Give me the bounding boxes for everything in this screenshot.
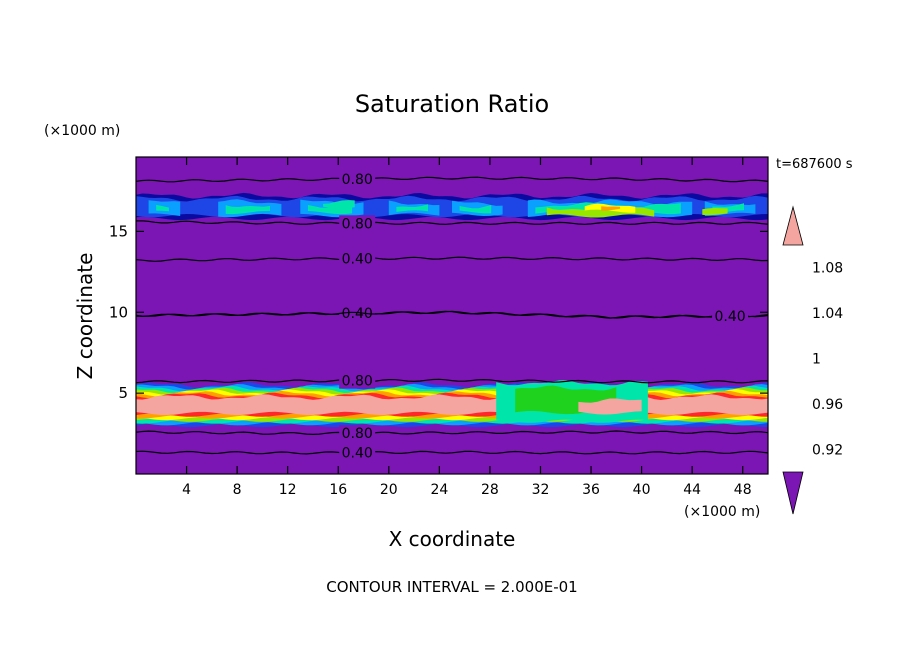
plot-area: 0.80 0.80 0.40 0.40 0.40 0.80 0.80 0.40 bbox=[136, 157, 768, 474]
contour-label-bg bbox=[339, 250, 376, 267]
field-bands bbox=[136, 192, 768, 428]
contour-line bbox=[136, 310, 768, 319]
colorbar-label: 1 bbox=[812, 352, 821, 368]
contour-lines: 0.80 0.80 0.40 0.40 0.40 0.80 0.80 0.40 bbox=[136, 170, 768, 462]
contour-label-bg bbox=[339, 305, 376, 322]
upper-patch-teal bbox=[156, 204, 169, 212]
x-tick-label: 40 bbox=[633, 482, 651, 498]
contour-line bbox=[136, 430, 768, 436]
contour-label: 0.40 bbox=[342, 446, 373, 462]
chart-title: Saturation Ratio bbox=[355, 90, 549, 118]
y-axis: 5 10 15 bbox=[109, 222, 768, 402]
x-tick-label: 36 bbox=[582, 482, 600, 498]
contour-line bbox=[136, 220, 768, 225]
colorbar-min-arrow bbox=[782, 471, 804, 515]
colorbar: 0.92 0.96 1 1.04 1.08 bbox=[782, 205, 843, 515]
upper-patch-teal bbox=[396, 204, 428, 212]
colorbar-label: 1.08 bbox=[812, 261, 843, 277]
contour-line bbox=[136, 450, 768, 455]
time-label: t=687600 s bbox=[776, 157, 853, 172]
x-tick-label: 44 bbox=[683, 482, 701, 498]
x-tick-label: 16 bbox=[329, 482, 347, 498]
contour-line bbox=[136, 378, 768, 384]
contour-label: 0.40 bbox=[342, 252, 373, 268]
contour-label: 0.40 bbox=[342, 306, 373, 322]
contour-label: 0.40 bbox=[714, 309, 745, 325]
contour-line bbox=[136, 176, 768, 183]
contour-label-bg bbox=[339, 372, 376, 389]
x-tick-label: 28 bbox=[481, 482, 499, 498]
upper-patch-orange bbox=[601, 206, 621, 211]
contour-interval-footer: CONTOUR INTERVAL = 2.000E-01 bbox=[326, 578, 577, 596]
x-tick-label: 20 bbox=[380, 482, 398, 498]
upper-patch-lime-b bbox=[702, 208, 728, 216]
lower-patch-pink bbox=[578, 398, 642, 415]
y-tick-label: 5 bbox=[118, 384, 128, 402]
colorbar-label: 0.96 bbox=[812, 397, 843, 413]
x-tick-label: 48 bbox=[734, 482, 752, 498]
upper-patch-teal bbox=[459, 205, 492, 214]
x-axis-label: X coordinate bbox=[389, 527, 516, 551]
x-tick-label: 8 bbox=[233, 482, 242, 498]
contour-label: 0.80 bbox=[342, 426, 373, 442]
x-tick-label: 12 bbox=[279, 482, 297, 498]
x-axis: 4 8 12 16 20 24 28 32 36 40 44 48 bbox=[182, 157, 752, 498]
y-tick-label: 15 bbox=[109, 222, 128, 240]
plot-frame bbox=[135, 156, 769, 475]
upper-patch-green-a bbox=[323, 200, 355, 209]
contour-label: 0.80 bbox=[342, 216, 373, 232]
contour-label-bg bbox=[339, 215, 376, 232]
contour-label-bg bbox=[339, 444, 376, 461]
x-tick-label: 24 bbox=[430, 482, 448, 498]
contour-label-bg bbox=[712, 307, 749, 324]
colorbar-label: 0.92 bbox=[812, 442, 843, 458]
colorbar-max-arrow bbox=[782, 205, 804, 246]
contour-label-bg bbox=[339, 425, 376, 442]
x-tick-label: 32 bbox=[532, 482, 550, 498]
x-unit-label: (×1000 m) bbox=[684, 504, 760, 520]
upper-patch-teal bbox=[225, 205, 270, 215]
contour-label: 0.80 bbox=[342, 172, 373, 188]
colorbar-label: 1.04 bbox=[812, 306, 843, 322]
y-unit-label: (×1000 m) bbox=[44, 123, 120, 139]
y-axis-label: Z coordinate bbox=[73, 253, 97, 380]
x-tick-label: 4 bbox=[182, 482, 191, 498]
contour-label-bg bbox=[339, 170, 376, 187]
contour-label: 0.80 bbox=[342, 374, 373, 390]
contour-line bbox=[136, 256, 768, 262]
y-tick-label: 10 bbox=[109, 303, 128, 321]
